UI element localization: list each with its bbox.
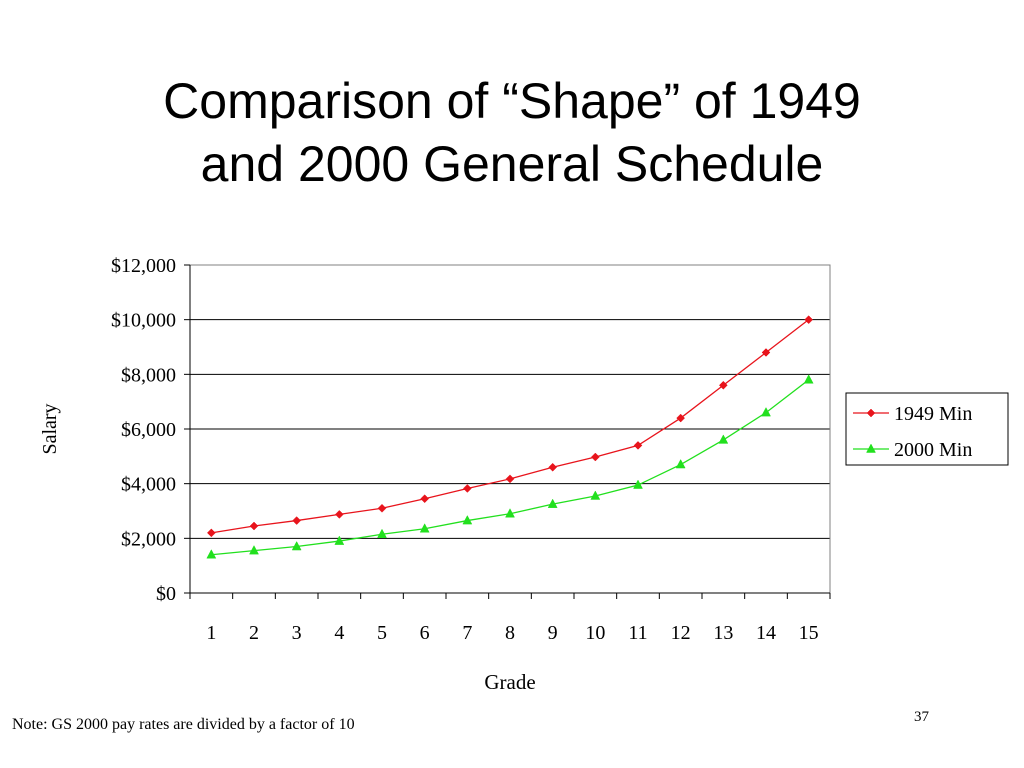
- x-tick-label: 8: [505, 622, 515, 644]
- y-axis-ticks: $0 $2,000 $4,000 $6,000 $8,000 $10,000 $12,000: [111, 255, 190, 605]
- legend-box: [845, 392, 1009, 466]
- legend-item: 2000 Min: [853, 439, 972, 461]
- page-number: 37: [914, 709, 929, 725]
- data-point-triangle: [505, 508, 515, 518]
- legend-item: 1949 Min: [853, 403, 972, 425]
- y-tick-label: $0: [156, 583, 176, 605]
- data-point-triangle: [206, 549, 217, 559]
- data-point-triangle: [419, 523, 430, 533]
- legend-items: 1949 Min 2000 Min: [853, 403, 972, 461]
- slide-title: Comparison of “Shape” of 1949 and 2000 G…: [40, 70, 984, 196]
- y-tick-label: $10,000: [111, 310, 176, 332]
- title-line-2: and 2000 General Schedule: [200, 136, 824, 192]
- x-tick-label: 3: [292, 622, 302, 644]
- data-point-triangle: [866, 443, 876, 453]
- data-point-triangle: [547, 498, 558, 508]
- data-point-triangle: [377, 528, 387, 538]
- y-tick-label: $8,000: [121, 364, 176, 386]
- data-point-diamond: [334, 510, 344, 519]
- legend-label: 2000 Min: [894, 439, 972, 461]
- data-point-triangle: [761, 407, 771, 417]
- x-tick-label: 11: [628, 622, 647, 644]
- data-point-diamond: [590, 452, 600, 462]
- series: [206, 315, 814, 559]
- data-point-diamond: [676, 413, 686, 423]
- series-2: [206, 374, 814, 559]
- x-axis-label: Grade: [484, 670, 535, 694]
- data-point-triangle: [718, 434, 729, 444]
- legend: 1949 Min 2000 Min: [845, 392, 1009, 466]
- x-axis-ticks: 1 2 3 4 5 6 7 8 9 10 11 12 13 14 15: [189, 593, 831, 644]
- data-point-diamond: [866, 408, 876, 418]
- data-point-diamond: [249, 521, 259, 531]
- y-tick-label: $2,000: [121, 528, 176, 550]
- data-point-triangle: [249, 545, 259, 555]
- series-1: [206, 315, 814, 538]
- data-point-diamond: [718, 380, 728, 390]
- x-tick-label: 12: [671, 622, 691, 644]
- series-line: [211, 379, 810, 556]
- data-point-diamond: [292, 516, 302, 525]
- data-point-diamond: [420, 494, 430, 504]
- y-tick-label: $4,000: [121, 474, 176, 496]
- data-point-diamond: [462, 484, 472, 493]
- data-point-diamond: [377, 503, 387, 513]
- legend-label: 1949 Min: [894, 403, 972, 425]
- y-tick-label: $6,000: [121, 419, 176, 441]
- data-point-triangle: [633, 479, 643, 489]
- x-tick-label: 15: [799, 622, 819, 644]
- data-point-triangle: [291, 540, 302, 551]
- title-line-1: Comparison of “Shape” of 1949: [163, 73, 861, 129]
- gridlines: [190, 264, 830, 539]
- y-axis-label: Salary: [39, 403, 61, 454]
- data-point-triangle: [590, 490, 601, 500]
- data-point-diamond: [761, 348, 771, 357]
- x-tick-label: 2: [249, 622, 259, 644]
- data-point-triangle: [675, 458, 686, 469]
- data-point-diamond: [804, 315, 814, 325]
- footnote: Note: GS 2000 pay rates are divided by a…: [12, 716, 355, 733]
- data-point-diamond: [206, 528, 216, 538]
- y-tick-label: $12,000: [111, 255, 176, 277]
- data-point-diamond: [633, 441, 643, 450]
- x-tick-label: 14: [756, 622, 776, 644]
- data-point-triangle: [334, 535, 345, 545]
- x-tick-label: 13: [713, 622, 733, 644]
- series-line: [211, 319, 810, 534]
- x-tick-label: 10: [585, 622, 605, 644]
- data-point-triangle: [462, 515, 473, 525]
- data-point-triangle: [803, 374, 814, 384]
- x-tick-label: 7: [462, 622, 472, 644]
- data-point-diamond: [505, 474, 515, 484]
- x-tick-label: 5: [377, 622, 387, 644]
- x-tick-label: 4: [334, 622, 344, 644]
- x-tick-label: 9: [548, 622, 558, 644]
- x-tick-label: 6: [420, 622, 430, 644]
- data-point-diamond: [548, 462, 558, 472]
- x-tick-label: 1: [206, 622, 216, 644]
